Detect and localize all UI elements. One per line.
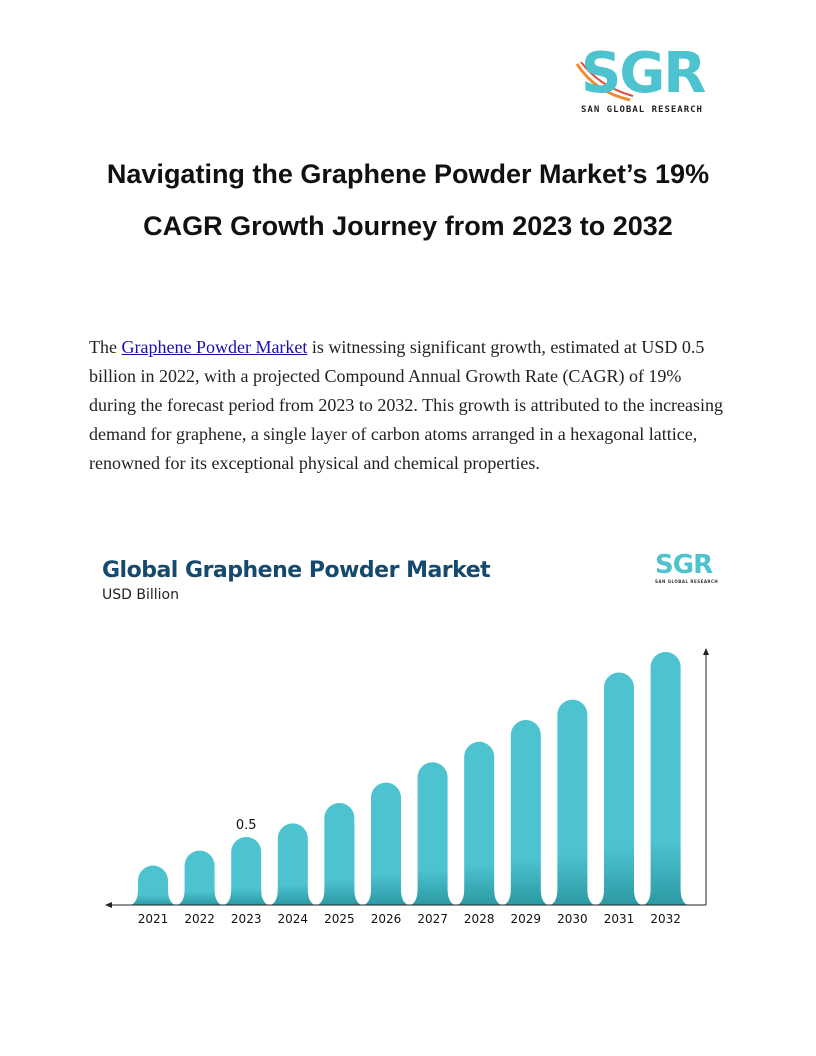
logo-text: SGR <box>581 41 706 106</box>
bar-2027 <box>410 762 455 905</box>
x-tick-label: 2022 <box>184 912 215 926</box>
bar-2032 <box>643 652 688 905</box>
bar-2025 <box>317 803 362 905</box>
chart-ylabel: USD Billion <box>102 587 179 603</box>
intro-paragraph: The Graphene Powder Market is witnessing… <box>89 333 729 478</box>
para-text: is witnessing significant growth, estima… <box>89 337 724 473</box>
bar-2031 <box>597 672 641 905</box>
x-tick-label: 2021 <box>138 912 169 926</box>
bar-2022 <box>177 850 222 905</box>
x-tick-label: 2025 <box>324 912 355 926</box>
bar-2026 <box>364 782 408 905</box>
para-prefix: The <box>89 337 122 357</box>
sgr-logo: SGR SAN GLOBAL RESEARCH <box>575 44 725 120</box>
page-title: Navigating the Graphene Powder Market’s … <box>106 159 710 241</box>
chart-logo-text: SGR <box>655 550 713 580</box>
chart-title: Global Graphene Powder Market <box>102 558 491 583</box>
chart-logo: SGR SAN GLOBAL RESEARCH <box>655 551 725 591</box>
data-label: 0.5 <box>236 818 257 833</box>
x-tick-label: 2032 <box>650 912 681 926</box>
x-tick-label: 2023 <box>231 912 262 926</box>
bar-2024 <box>270 823 315 905</box>
x-tick-label: 2029 <box>511 912 542 926</box>
swoosh-icon <box>575 62 634 102</box>
bar-2029 <box>503 720 548 905</box>
chart-logo-subtitle: SAN GLOBAL RESEARCH <box>655 579 719 584</box>
x-tick-label: 2027 <box>417 912 448 926</box>
x-tick-label: 2028 <box>464 912 495 926</box>
bar-2030 <box>550 699 595 905</box>
x-tick-label: 2030 <box>557 912 588 926</box>
x-tick-label: 2031 <box>604 912 635 926</box>
logo-subtitle: SAN GLOBAL RESEARCH <box>581 105 703 115</box>
x-axis-arrow <box>105 902 112 908</box>
bar-2028 <box>457 741 502 905</box>
x-tick-label: 2026 <box>371 912 402 926</box>
x-tick-label: 2024 <box>278 912 309 926</box>
y-axis-arrow <box>703 648 709 655</box>
bar-2023 <box>224 837 269 905</box>
graphene-market-link[interactable]: Graphene Powder Market <box>121 337 308 357</box>
bar-2021 <box>131 865 175 905</box>
